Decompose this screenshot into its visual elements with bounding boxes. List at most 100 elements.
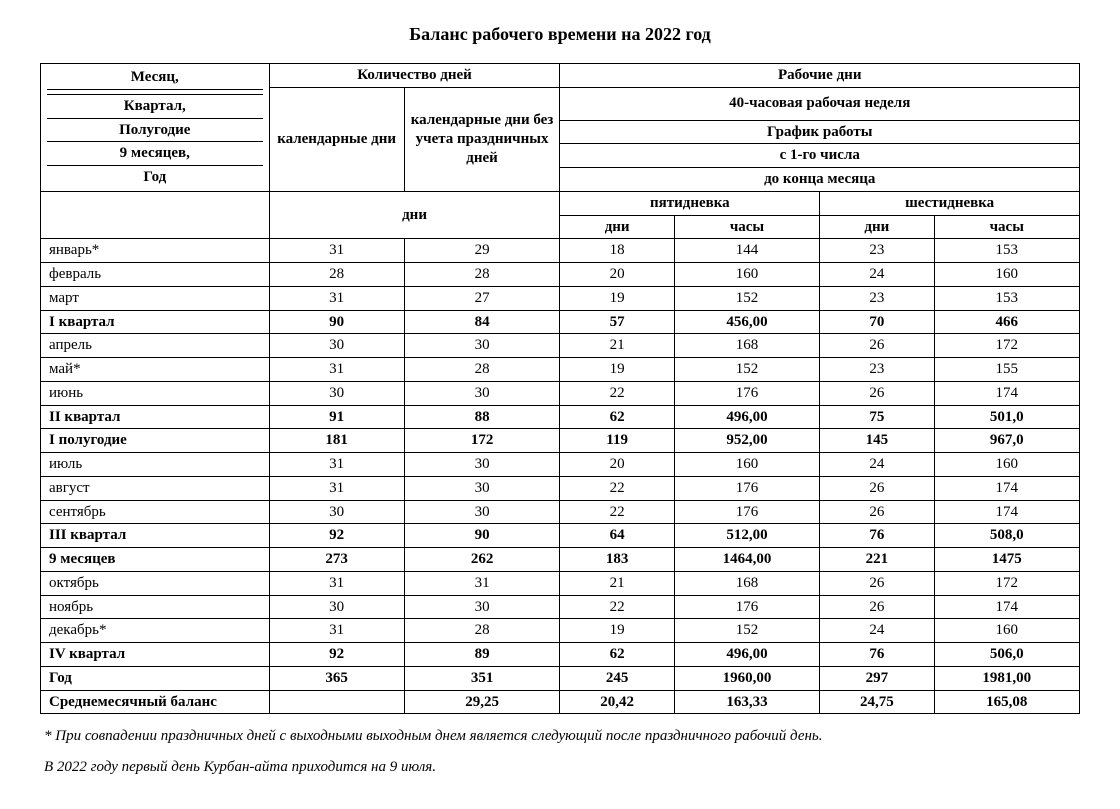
header-calendar-days: календарные дни: [269, 87, 404, 191]
cell-d6: 297: [820, 666, 934, 690]
cell-h6: 160: [934, 453, 1080, 477]
table-row: сентябрь30302217626174: [41, 500, 1080, 524]
cell-h6: 160: [934, 263, 1080, 287]
cell-cal: 31: [269, 453, 404, 477]
cell-h5: 512,00: [674, 524, 819, 548]
cell-d6: 145: [820, 429, 934, 453]
cell-d5: 20: [560, 453, 674, 477]
cell-cal: 31: [269, 571, 404, 595]
cell-cal: 31: [269, 358, 404, 382]
cell-h5: 144: [674, 239, 819, 263]
cell-h5: 1464,00: [674, 548, 819, 572]
cell-d5: 119: [560, 429, 674, 453]
cell-cal: 273: [269, 548, 404, 572]
cell-calnh: 30: [404, 500, 560, 524]
header-period-line: Полугодие: [47, 119, 263, 143]
cell-d6: 76: [820, 524, 934, 548]
cell-d5: 20: [560, 263, 674, 287]
cell-calnh: 172: [404, 429, 560, 453]
header-40h: 40-часовая рабочая неделя: [560, 87, 1080, 120]
table-row: Среднемесячный баланс29,2520,42163,3324,…: [41, 690, 1080, 714]
cell-cal: 31: [269, 476, 404, 500]
cell-h5: 152: [674, 286, 819, 310]
cell-h6: 967,0: [934, 429, 1080, 453]
header-period-line: Год: [47, 166, 263, 189]
table-row: февраль28282016024160: [41, 263, 1080, 287]
cell-d6: 26: [820, 334, 934, 358]
cell-d5: 22: [560, 476, 674, 500]
cell-label: 9 месяцев: [41, 548, 270, 572]
cell-label: Среднемесячный баланс: [41, 690, 270, 714]
cell-label: II квартал: [41, 405, 270, 429]
cell-cal: 31: [269, 619, 404, 643]
header-period: Месяц, Квартал, Полугодие 9 месяцев, Год: [41, 64, 270, 192]
cell-h5: 176: [674, 381, 819, 405]
cell-cal: 92: [269, 643, 404, 667]
cell-label: июль: [41, 453, 270, 477]
cell-h5: 456,00: [674, 310, 819, 334]
table-row: апрель30302116826172: [41, 334, 1080, 358]
cell-h5: 160: [674, 263, 819, 287]
cell-h6: 174: [934, 500, 1080, 524]
footnote-1: * При совпадении праздничных дней с выхо…: [44, 728, 1080, 745]
cell-d5: 22: [560, 500, 674, 524]
cell-cal: 92: [269, 524, 404, 548]
cell-label: май*: [41, 358, 270, 382]
cell-calnh: 29: [404, 239, 560, 263]
cell-h6: 153: [934, 286, 1080, 310]
cell-d6: 221: [820, 548, 934, 572]
cell-h5: 176: [674, 476, 819, 500]
cell-calnh: 29,25: [404, 690, 560, 714]
cell-h6: 1475: [934, 548, 1080, 572]
cell-calnh: 30: [404, 476, 560, 500]
cell-h6: 501,0: [934, 405, 1080, 429]
cell-d5: 64: [560, 524, 674, 548]
cell-h6: 508,0: [934, 524, 1080, 548]
cell-calnh: 30: [404, 381, 560, 405]
header-period-line: 9 месяцев,: [47, 142, 263, 166]
cell-d5: 19: [560, 286, 674, 310]
header-days-group: Количество дней: [269, 64, 560, 88]
cell-h6: 506,0: [934, 643, 1080, 667]
table-row: май*31281915223155: [41, 358, 1080, 382]
cell-calnh: 30: [404, 453, 560, 477]
cell-d6: 24: [820, 453, 934, 477]
cell-cal: 30: [269, 334, 404, 358]
cell-d6: 26: [820, 381, 934, 405]
cell-d6: 76: [820, 643, 934, 667]
header-d6: дни: [820, 215, 934, 239]
cell-calnh: 28: [404, 619, 560, 643]
cell-label: август: [41, 476, 270, 500]
cell-label: Год: [41, 666, 270, 690]
table-row: июнь30302217626174: [41, 381, 1080, 405]
cell-cal: 181: [269, 429, 404, 453]
footnote-2: В 2022 году первый день Курбан-айта прих…: [44, 759, 1080, 776]
header-sub-days: дни: [269, 191, 560, 239]
cell-cal: [269, 690, 404, 714]
balance-table: Месяц, Квартал, Полугодие 9 месяцев, Год…: [40, 63, 1080, 714]
header-h6: часы: [934, 215, 1080, 239]
cell-calnh: 27: [404, 286, 560, 310]
cell-h5: 1960,00: [674, 666, 819, 690]
header-five-day: пятидневка: [560, 191, 820, 215]
table-row: январь*31291814423153: [41, 239, 1080, 263]
header-d5: дни: [560, 215, 674, 239]
cell-d6: 26: [820, 500, 934, 524]
cell-h6: 174: [934, 595, 1080, 619]
cell-h5: 152: [674, 358, 819, 382]
cell-d5: 19: [560, 619, 674, 643]
cell-calnh: 88: [404, 405, 560, 429]
cell-d6: 26: [820, 595, 934, 619]
cell-h5: 952,00: [674, 429, 819, 453]
cell-h6: 172: [934, 571, 1080, 595]
header-calendar-days-nh: календарные дни без учета праздничных дн…: [404, 87, 560, 191]
cell-cal: 30: [269, 595, 404, 619]
cell-h5: 168: [674, 334, 819, 358]
header-h5: часы: [674, 215, 819, 239]
cell-cal: 91: [269, 405, 404, 429]
cell-cal: 30: [269, 500, 404, 524]
table-row: I квартал908457456,0070466: [41, 310, 1080, 334]
cell-label: июнь: [41, 381, 270, 405]
cell-calnh: 90: [404, 524, 560, 548]
cell-d6: 24: [820, 263, 934, 287]
